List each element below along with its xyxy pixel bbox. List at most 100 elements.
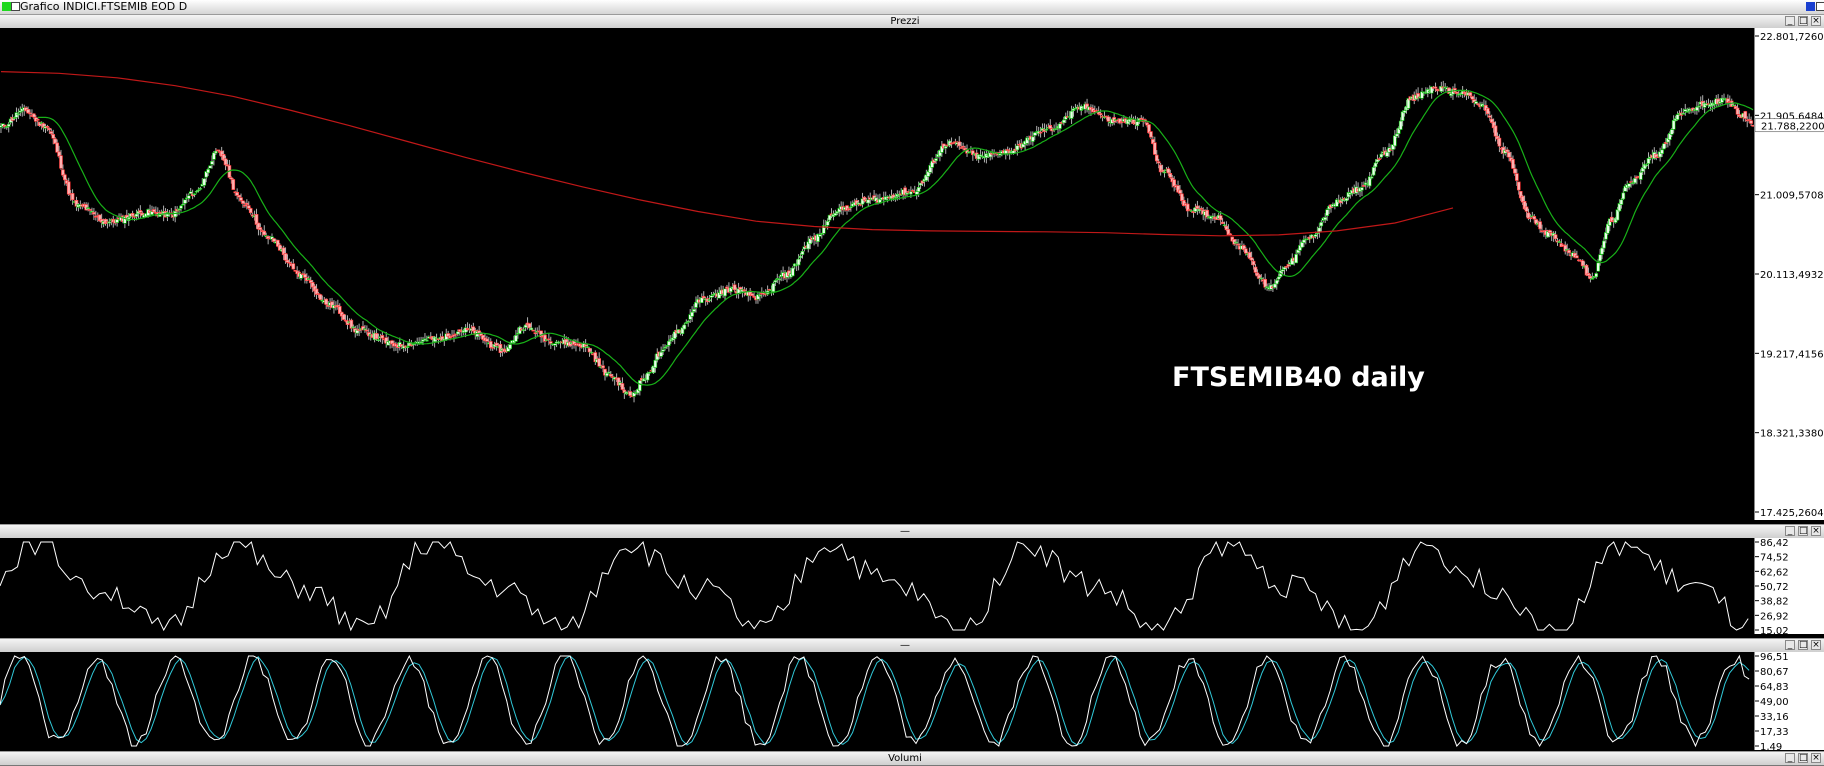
- rsi-pane-close-button[interactable]: ×: [1811, 526, 1821, 536]
- candle: [374, 328, 379, 341]
- candle: [607, 366, 611, 375]
- candle: [1050, 127, 1055, 136]
- rsi-pane-minimize-button[interactable]: _: [1785, 526, 1795, 536]
- candle: [214, 147, 218, 155]
- candle: [620, 377, 625, 391]
- candle: [138, 205, 143, 219]
- axis-tick-label: 38,82: [1760, 597, 1789, 608]
- candle: [1425, 87, 1430, 98]
- candle: [732, 280, 737, 293]
- axis-tick-label: 17,33: [1760, 727, 1789, 738]
- candle: [1263, 273, 1267, 290]
- price-pane-maximize-button[interactable]: □: [1798, 16, 1808, 26]
- candle: [1700, 95, 1705, 110]
- candle: [1743, 110, 1748, 122]
- axis-tick-label: 21.905,6484: [1760, 111, 1824, 122]
- candle: [425, 335, 429, 342]
- candle: [411, 343, 416, 350]
- candle: [1311, 236, 1316, 243]
- candle: [1379, 151, 1384, 159]
- candle: [1153, 136, 1157, 155]
- candle: [1360, 181, 1364, 197]
- candle: [130, 210, 135, 221]
- rsi-chart[interactable]: [0, 538, 1754, 634]
- candle: [1340, 196, 1345, 205]
- window-restore-icon[interactable]: [11, 2, 20, 11]
- axis-tick-label: 62,62: [1760, 567, 1789, 578]
- candle: [641, 373, 646, 382]
- candle: [186, 193, 191, 202]
- candle: [165, 209, 170, 222]
- candle: [1575, 250, 1579, 259]
- candle: [1447, 87, 1451, 94]
- candle: [1406, 98, 1411, 110]
- rsi-pane-maximize-button[interactable]: □: [1798, 526, 1808, 536]
- stoch-axis: 96,51 80,67 64,83 49,00 33,16 17,33 1,49: [1754, 652, 1824, 750]
- candle: [1497, 134, 1502, 153]
- candle: [405, 342, 410, 354]
- rsi-line: [0, 540, 1749, 632]
- volume-pane-maximize-button[interactable]: □: [1798, 753, 1808, 763]
- volume-pane-minimize-button[interactable]: _: [1785, 753, 1795, 763]
- axis-tick-label: 33,16: [1760, 712, 1789, 723]
- candle: [1054, 122, 1058, 130]
- candle: [765, 285, 770, 296]
- price-pane[interactable]: [0, 28, 1754, 520]
- candle: [1294, 249, 1298, 264]
- rsi-pane[interactable]: [0, 538, 1754, 634]
- axis-tick-label: 50,72: [1760, 582, 1789, 593]
- price-chart[interactable]: [0, 28, 1754, 520]
- candle: [1185, 198, 1190, 217]
- price-axis-svg: 22.801,7260 21.905,6484 21.009,5708 20.113,…: [1755, 32, 1824, 519]
- stoch-pane[interactable]: [0, 652, 1754, 750]
- candle: [816, 233, 820, 247]
- candle: [638, 380, 642, 396]
- candle: [943, 144, 948, 154]
- candle: [74, 196, 79, 211]
- stoch-chart[interactable]: [0, 652, 1754, 750]
- axis-tick-label: 19.217,4156: [1760, 349, 1824, 360]
- slow-moving-average-line: [0, 71, 1454, 237]
- price-pane-close-button[interactable]: ×: [1811, 16, 1821, 26]
- candle: [314, 284, 319, 300]
- candle: [736, 282, 741, 299]
- candle: [452, 330, 456, 343]
- candle: [1532, 214, 1537, 223]
- candle: [1493, 121, 1498, 142]
- candle: [1567, 248, 1571, 256]
- candle: [324, 298, 329, 310]
- stoch-pane-close-button[interactable]: ×: [1811, 640, 1821, 650]
- price-pane-minimize-button[interactable]: _: [1785, 16, 1795, 26]
- candle: [212, 151, 216, 166]
- last-price-label: 21.788,2200: [1761, 122, 1824, 133]
- candle: [930, 157, 934, 174]
- window-close-icon[interactable]: [1816, 2, 1824, 11]
- candle: [1172, 176, 1176, 192]
- fast-moving-average-line: [37, 89, 1754, 386]
- candle: [1675, 111, 1680, 121]
- candle: [514, 329, 518, 342]
- last-price-box: [1755, 118, 1824, 133]
- candle: [647, 371, 652, 376]
- candle: [529, 322, 534, 331]
- stoch-pane-maximize-button[interactable]: □: [1798, 640, 1808, 650]
- candle: [597, 352, 601, 368]
- candle: [593, 350, 598, 365]
- candle: [136, 208, 141, 220]
- stoch-k-line: [0, 654, 1750, 748]
- candle: [690, 306, 694, 322]
- candle: [192, 193, 197, 198]
- candle: [531, 329, 536, 332]
- candle: [1660, 145, 1664, 157]
- candle: [911, 188, 915, 192]
- candle: [254, 208, 259, 229]
- volume-pane-close-button[interactable]: ×: [1811, 753, 1821, 763]
- window-menu-icon[interactable]: [1806, 2, 1815, 11]
- candle: [1038, 126, 1043, 138]
- candle: [1433, 82, 1438, 93]
- candle: [341, 313, 346, 320]
- candle: [583, 339, 588, 352]
- candle: [1695, 101, 1699, 115]
- stoch-pane-minimize-button[interactable]: _: [1785, 640, 1795, 650]
- rsi-axis-svg: 86,42 74,52 62,62 50,72 38,82 26,92 15,02: [1755, 538, 1789, 634]
